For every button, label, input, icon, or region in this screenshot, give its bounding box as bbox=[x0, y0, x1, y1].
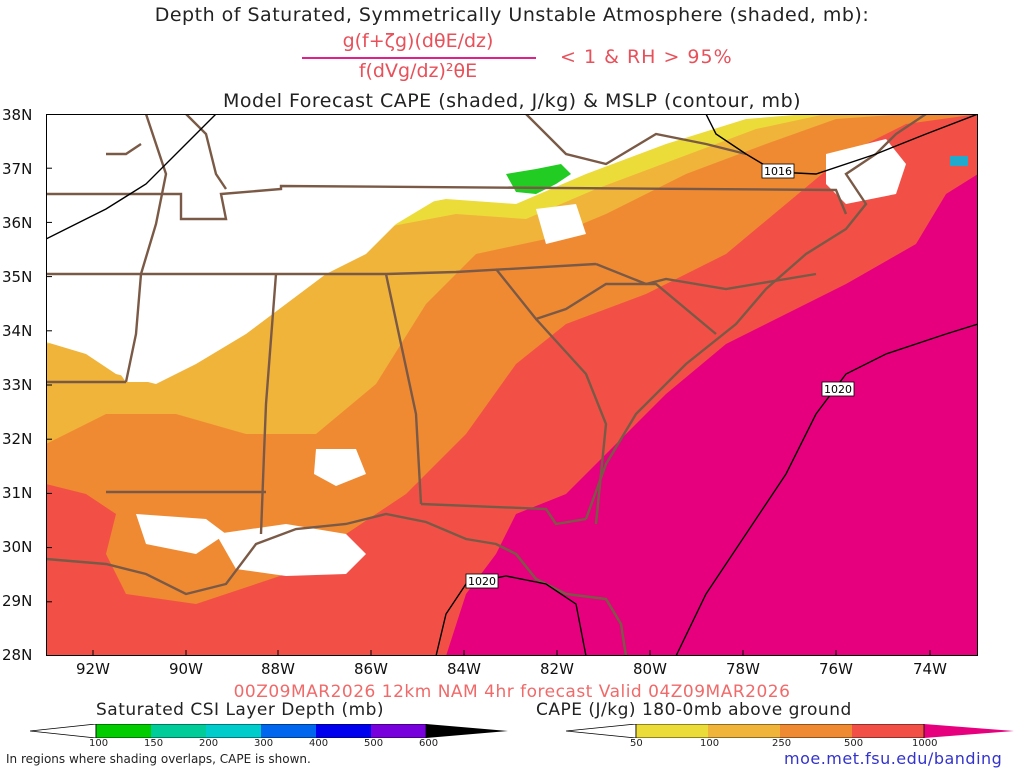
no-cape-patch-4 bbox=[136, 514, 226, 554]
lat-label-37n: 37N bbox=[2, 160, 33, 178]
cape-tick-50: 50 bbox=[630, 738, 643, 749]
csi-tick-200: 200 bbox=[199, 738, 219, 749]
lat-label-29n: 29N bbox=[2, 592, 33, 610]
lat-label-34n: 34N bbox=[2, 322, 33, 340]
cape-colorbar-swatch-500 bbox=[852, 724, 924, 738]
lon-label-92w: 92W bbox=[76, 660, 110, 678]
csi-colorbar bbox=[30, 724, 508, 738]
formula-condition: < 1 & RH > 95% bbox=[560, 46, 733, 68]
lat-label-36n: 36N bbox=[2, 214, 33, 232]
svg-text:1020: 1020 bbox=[468, 575, 496, 588]
cape-tick-250: 250 bbox=[772, 738, 792, 749]
csi-tick-600: 600 bbox=[419, 738, 439, 749]
csi-tick-100: 100 bbox=[89, 738, 109, 749]
lat-label-38n: 38N bbox=[2, 106, 33, 124]
lon-label-86w: 86W bbox=[354, 660, 388, 678]
contour-label-1016: 1016 bbox=[761, 163, 795, 179]
no-cape-patch-1 bbox=[46, 114, 526, 384]
lon-label-84w: 84W bbox=[447, 660, 481, 678]
csi-colorbar-right-cap bbox=[426, 724, 508, 738]
csi-shading-patch bbox=[506, 164, 571, 194]
no-cape-patch-2 bbox=[106, 314, 176, 382]
lat-label-30n: 30N bbox=[2, 538, 33, 556]
lat-label-31n: 31N bbox=[2, 484, 33, 502]
no-cape-patch-6 bbox=[826, 139, 906, 204]
csi-colorbar-swatch-150 bbox=[151, 724, 206, 738]
map-ticks bbox=[46, 114, 931, 656]
cape-tick-1000: 1000 bbox=[912, 738, 938, 749]
csi-colorbar-left-cap bbox=[30, 724, 97, 738]
lon-label-88w: 88W bbox=[261, 660, 295, 678]
forecast-map: 1016 1020 1020 bbox=[46, 114, 978, 656]
map-title: Depth of Saturated, Symmetrically Unstab… bbox=[154, 4, 870, 26]
csi-colorbar-title: Saturated CSI Layer Depth (mb) bbox=[96, 700, 385, 720]
state-boundaries bbox=[46, 114, 927, 656]
lon-label-80w: 80W bbox=[633, 660, 667, 678]
csi-colorbar-swatch-500 bbox=[371, 724, 426, 738]
csi-tick-400: 400 bbox=[309, 738, 329, 749]
svg-text:1016: 1016 bbox=[764, 165, 792, 178]
forecast-valid-line: 00Z09MAR2026 12km NAM 4hr forecast Valid… bbox=[233, 682, 791, 702]
map-subtitle: Model Forecast CAPE (shaded, J/kg) & MSL… bbox=[222, 90, 802, 112]
contour-label-1020-east: 1020 bbox=[821, 381, 855, 397]
csi-colorbar-swatch-400 bbox=[316, 724, 371, 738]
formula-denominator: f(dVg/dz)²θE bbox=[358, 60, 478, 82]
csi-tick-150: 150 bbox=[144, 738, 164, 749]
cape-colorbar-swatch-100 bbox=[708, 724, 780, 738]
svg-text:1020: 1020 bbox=[824, 383, 852, 396]
cape-colorbar-title: CAPE (J/kg) 180-0mb above ground bbox=[536, 700, 852, 720]
lon-label-76w: 76W bbox=[819, 660, 853, 678]
cape-colorbar-swatch-50 bbox=[636, 724, 708, 738]
csi-tick-300: 300 bbox=[254, 738, 274, 749]
lat-label-33n: 33N bbox=[2, 376, 33, 394]
contour-label-1020-south: 1020 bbox=[465, 573, 499, 589]
source-url[interactable]: moe.met.fsu.edu/banding bbox=[784, 749, 1003, 768]
lon-label-90w: 90W bbox=[169, 660, 203, 678]
overlap-note: In regions where shading overlaps, CAPE … bbox=[6, 752, 311, 766]
cape-tick-500: 500 bbox=[844, 738, 864, 749]
cape-colorbar-left-cap bbox=[566, 724, 637, 738]
cape-colorbar-right-cap bbox=[924, 724, 1014, 738]
no-cape-patch-3 bbox=[314, 449, 366, 486]
cape-colorbar bbox=[566, 724, 1014, 738]
lon-label-82w: 82W bbox=[540, 660, 574, 678]
lon-label-78w: 78W bbox=[726, 660, 760, 678]
no-cape-patch-7 bbox=[536, 204, 586, 244]
lat-label-35n: 35N bbox=[2, 268, 33, 286]
cape-tick-100: 100 bbox=[700, 738, 720, 749]
formula-numerator: g(f+ζg)(dθE/dz) bbox=[342, 30, 494, 52]
csi-tick-500: 500 bbox=[364, 738, 384, 749]
lat-label-28n: 28N bbox=[2, 646, 33, 664]
cape-colorbar-swatch-250 bbox=[780, 724, 852, 738]
csi-colorbar-swatch-200 bbox=[206, 724, 261, 738]
lon-label-74w: 74W bbox=[913, 660, 947, 678]
csi-colorbar-swatch-100 bbox=[96, 724, 151, 738]
csi-colorbar-swatch-300 bbox=[261, 724, 316, 738]
formula-fraction-bar bbox=[302, 57, 536, 59]
no-cape-patch-5 bbox=[216, 524, 366, 576]
mslp-contours bbox=[46, 114, 978, 656]
csi-shading-patch-small bbox=[950, 156, 968, 166]
cape-band-1000 bbox=[446, 174, 978, 656]
lat-label-32n: 32N bbox=[2, 430, 33, 448]
